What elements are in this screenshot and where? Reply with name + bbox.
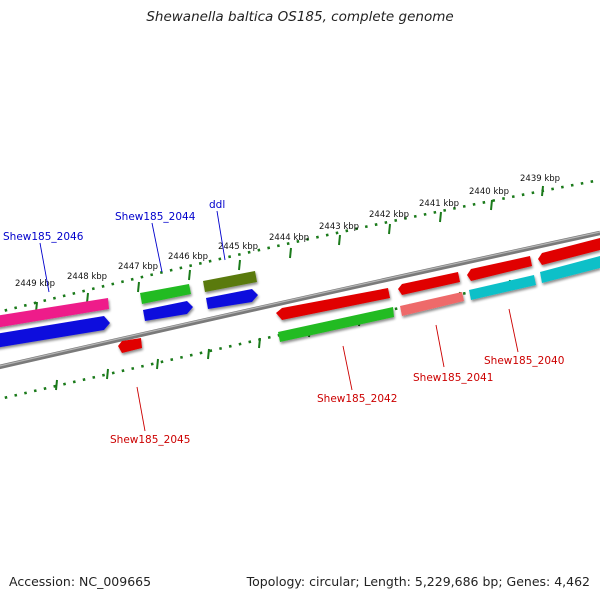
- tick-2446: [188, 269, 191, 281]
- gene-labels-bottom: Shew185_2040 Shew185_2041 Shew185_2042 S…: [110, 355, 564, 446]
- gene-ddl-olive[interactable]: [203, 271, 257, 292]
- inner-tick: [55, 379, 58, 391]
- map-title: Shewanella baltica OS185, complete genom…: [146, 9, 454, 25]
- forward-genes: [0, 238, 600, 328]
- gene-shew185-2041-red[interactable]: [398, 272, 460, 295]
- label-shew185-2042[interactable]: Shew185_2042: [317, 393, 397, 405]
- gene-blue-2044[interactable]: [143, 301, 193, 321]
- label-shew185-2041[interactable]: Shew185_2041: [413, 372, 493, 384]
- gene-blue-ddl[interactable]: [206, 289, 258, 309]
- scale-labels: 2439 kbp 2440 kbp 2441 kbp 2442 kbp 2443…: [15, 174, 560, 289]
- tick-2441: [439, 211, 442, 223]
- label-shew185-2044[interactable]: Shew185_2044: [115, 211, 196, 223]
- gene-shew185-2042-red[interactable]: [276, 288, 390, 320]
- scale-label: 2443 kbp: [319, 222, 359, 232]
- leader-ddl: [216, 210, 226, 261]
- gene-shew185-2046-magenta[interactable]: [0, 298, 109, 328]
- gene-shew185-2041-salmon[interactable]: [400, 292, 464, 316]
- outer-scale-ring: [0, 178, 600, 314]
- scale-label: 2446 kbp: [168, 252, 208, 262]
- label-leaders-top: [39, 210, 226, 293]
- inner-tick: [258, 337, 261, 349]
- gene-shew185-2040-red[interactable]: [467, 256, 532, 281]
- scale-label: 2439 kbp: [520, 174, 560, 184]
- tick-2440: [490, 199, 493, 211]
- gene-blue-left[interactable]: [0, 316, 110, 348]
- scale-label: 2444 kbp: [269, 233, 309, 243]
- inner-tick: [106, 368, 109, 380]
- scale-label: 2440 kbp: [469, 187, 509, 197]
- label-ddl[interactable]: ddl: [209, 199, 225, 211]
- second-row-genes: [0, 256, 600, 348]
- leader-shew185-2041: [435, 324, 445, 368]
- reverse-genes: [118, 338, 142, 353]
- label-shew185-2045[interactable]: Shew185_2045: [110, 434, 190, 446]
- scale-label: 2442 kbp: [369, 210, 409, 220]
- gene-cyan-2040[interactable]: [469, 275, 536, 300]
- tick-2444: [289, 247, 292, 259]
- tick-2442: [388, 223, 391, 235]
- genome-backbone-highlight: [0, 231, 600, 367]
- scale-label: 2447 kbp: [118, 262, 158, 272]
- inner-tick: [207, 348, 210, 360]
- gene-cyan-right[interactable]: [540, 256, 600, 283]
- genome-backbone: [0, 230, 600, 370]
- gene-shew185-2044-green[interactable]: [140, 284, 191, 304]
- gene-labels-top: ddl Shew185_2044 Shew185_2046: [3, 199, 225, 243]
- genome-summary: Topology: circular; Length: 5,229,686 bp…: [246, 574, 590, 589]
- leader-shew185-2045: [136, 386, 146, 432]
- scale-label: 2448 kbp: [67, 272, 107, 282]
- gene-shew185-2045-red[interactable]: [118, 338, 142, 353]
- tick-2447: [137, 281, 140, 293]
- scale-label: 2449 kbp: [15, 279, 55, 289]
- leader-shew185-2044: [151, 222, 163, 273]
- tick-2445: [238, 259, 241, 271]
- tick-2439: [541, 185, 544, 197]
- gene-shew185-2042-green[interactable]: [278, 307, 394, 342]
- leader-shew185-2040: [508, 308, 519, 353]
- label-shew185-2040[interactable]: Shew185_2040: [484, 355, 564, 367]
- accession-label: Accession: NC_009665: [9, 574, 152, 589]
- label-shew185-2046[interactable]: Shew185_2046: [3, 231, 84, 243]
- outer-ring-ticks: [35, 185, 544, 313]
- scale-label: 2441 kbp: [419, 199, 459, 209]
- leader-shew185-2042: [342, 345, 353, 391]
- gene-red-right[interactable]: [538, 238, 600, 265]
- inner-tick: [156, 358, 159, 370]
- leader-shew185-2046: [39, 242, 50, 293]
- scale-label: 2445 kbp: [218, 242, 258, 252]
- label-leaders-bottom: [136, 308, 519, 432]
- tick-2443: [338, 234, 341, 246]
